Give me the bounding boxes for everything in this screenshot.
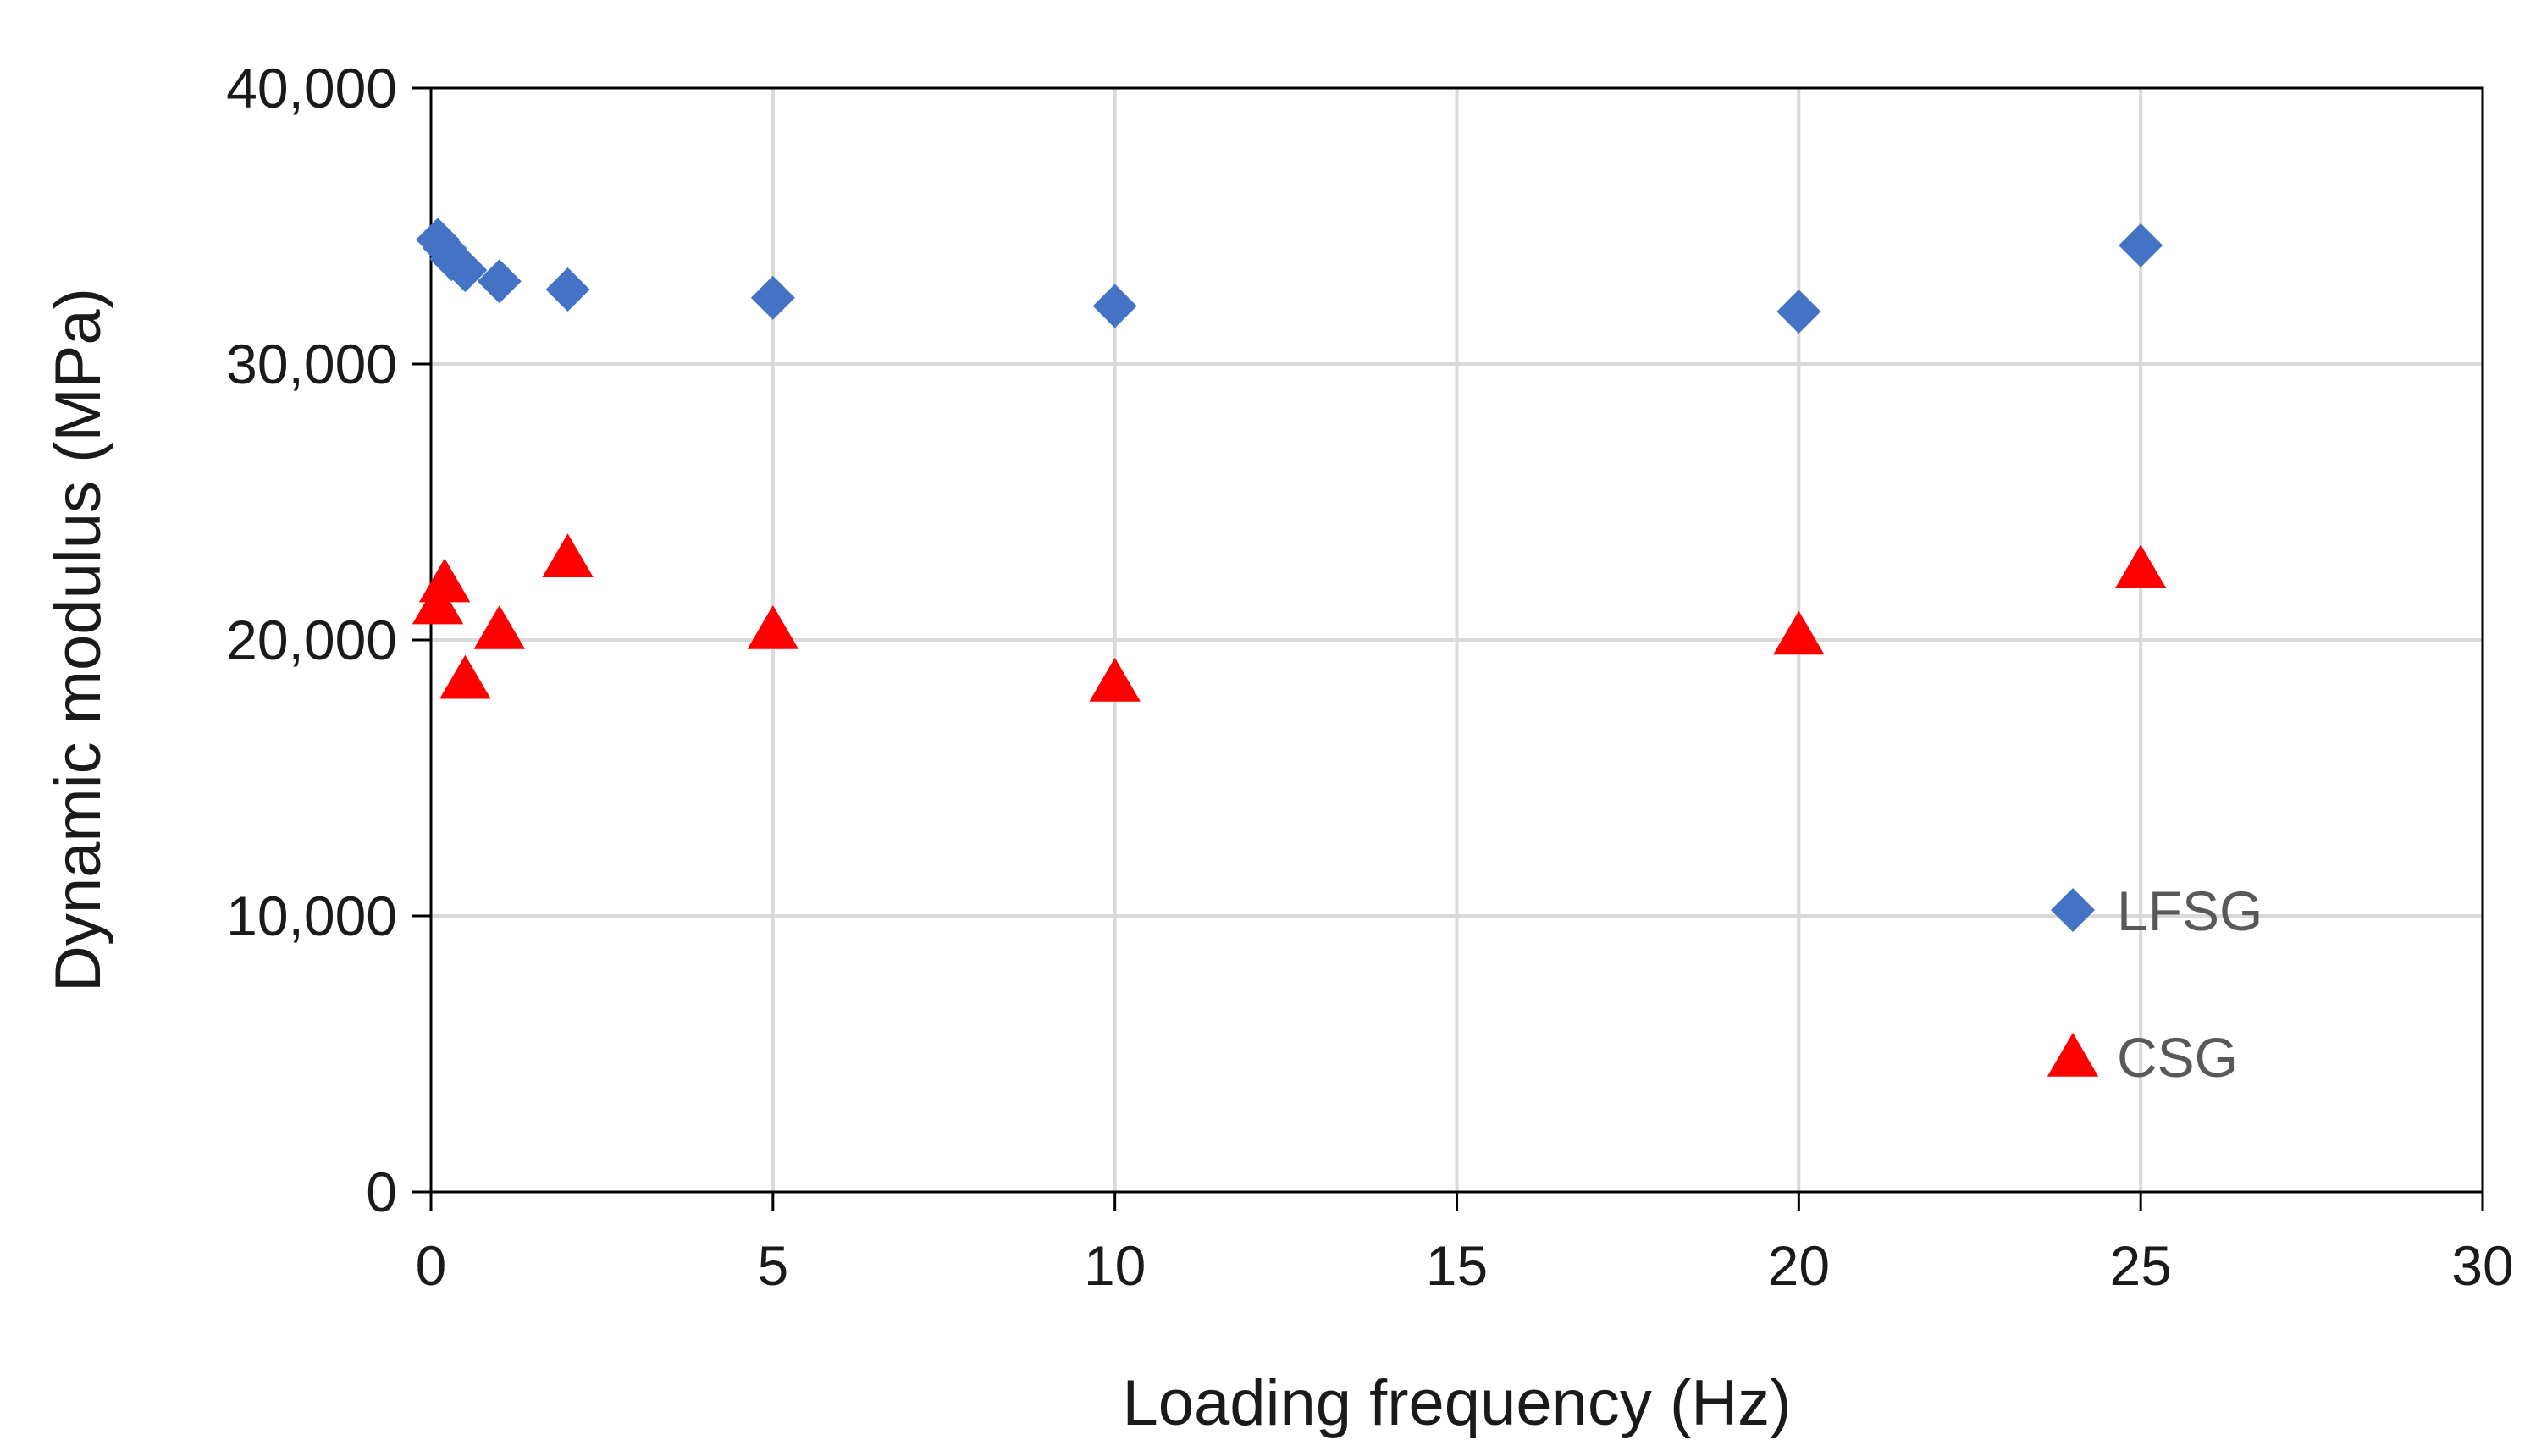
y-axis-title: Dynamic modulus (MPa)	[42, 288, 114, 992]
csg-point	[473, 604, 526, 649]
lfsg-point	[1092, 284, 1137, 328]
csg-point	[1089, 657, 1141, 702]
lfsg-point	[750, 275, 795, 320]
lfsg-point	[443, 248, 488, 293]
y-axis-ticks: 0 10,000 20,000 30,000 40,000	[226, 57, 431, 1223]
x-tick-label: 5	[757, 1234, 788, 1297]
legend-label-csg: CSG	[2117, 1026, 2238, 1089]
csg-point	[418, 558, 471, 603]
legend-entry-lfsg: LFSG	[2051, 880, 2262, 942]
csg-point	[542, 533, 594, 577]
x-tick-label: 10	[1084, 1234, 1146, 1297]
csg-point	[747, 604, 799, 649]
csg-point	[1773, 610, 1825, 655]
x-tick-label: 20	[1768, 1234, 1830, 1297]
data-series	[412, 218, 2167, 702]
y-tick-label: 20,000	[226, 609, 397, 671]
y-tick-label: 30,000	[226, 333, 397, 395]
lfsg-point	[1776, 290, 1821, 334]
x-axis-ticks: 0 5 10 15 20 25 30	[416, 1192, 2514, 1297]
lfsg-point	[2119, 223, 2163, 267]
legend-marker-lfsg	[2051, 888, 2095, 932]
x-axis-title: Loading frequency (Hz)	[1123, 1367, 1792, 1439]
legend-entry-csg: CSG	[2047, 1026, 2238, 1089]
series-lfsg	[416, 218, 2163, 334]
y-tick-label: 40,000	[226, 57, 397, 119]
legend-label-lfsg: LFSG	[2117, 880, 2262, 942]
csg-point	[2114, 544, 2167, 589]
x-tick-label: 25	[2109, 1234, 2171, 1297]
x-tick-label: 15	[1426, 1234, 1488, 1297]
csg-point	[412, 580, 464, 625]
x-tick-label: 30	[2451, 1234, 2513, 1297]
x-tick-label: 0	[416, 1234, 447, 1297]
legend-marker-csg	[2047, 1033, 2099, 1077]
y-tick-label: 10,000	[226, 885, 397, 947]
legend: LFSG CSG	[2047, 880, 2262, 1089]
series-csg	[412, 533, 2167, 702]
y-tick-label: 0	[366, 1161, 397, 1223]
lfsg-point	[545, 267, 590, 312]
csg-point	[439, 654, 491, 699]
lfsg-point	[477, 259, 522, 304]
